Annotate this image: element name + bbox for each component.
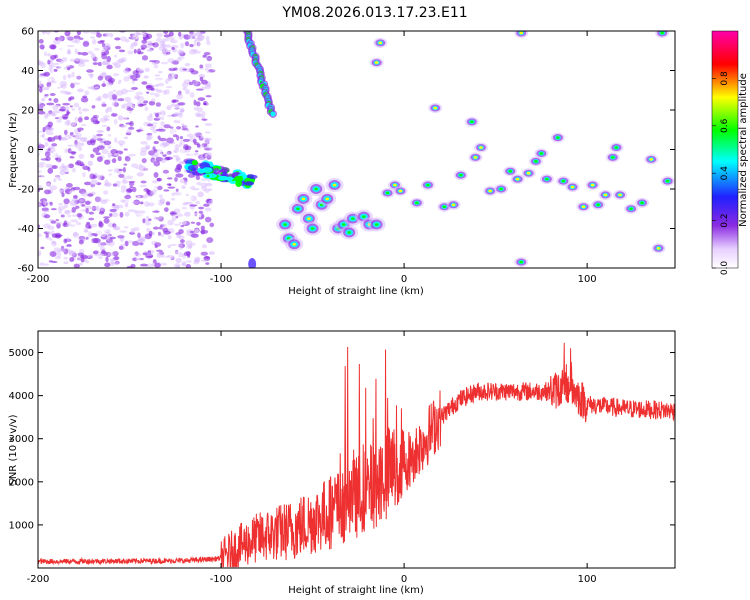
spectrogram-x-tick-label: 100	[578, 274, 597, 285]
spectrogram-x-tick-label: -200	[27, 274, 50, 285]
spectrogram-y-tick-label: 40	[21, 66, 34, 77]
snr-series-line	[38, 342, 675, 568]
spectrogram-y-tick-label: 0	[28, 145, 34, 156]
snr-y-tick-label: 2000	[9, 477, 34, 488]
colorbar-ticks: 0.0 0.2 0.4 0.6 0.8	[712, 71, 730, 275]
snr-x-tick-label: -200	[27, 574, 50, 585]
snr-x-tick-label: 100	[578, 574, 597, 585]
spectrogram-y-tick-label: -20	[18, 185, 34, 196]
figure-title: YM08.2026.013.17.23.E11	[281, 5, 467, 21]
spectrogram-y-tick-label: -60	[18, 264, 34, 275]
colorbar-tick-label: 0.0	[720, 261, 730, 276]
snr-frame	[37, 330, 676, 569]
snr-panel: -200 -100 0 100 1000 2000 3000 4000 5000 Height …	[8, 330, 676, 596]
snr-y-tick-label: 3000	[9, 434, 34, 445]
spectrogram-y-tick-label: 20	[21, 106, 34, 117]
colorbar-tick-label: 0.6	[720, 118, 730, 133]
colorbar-tick-label: 0.8	[720, 71, 730, 86]
spectrogram-x-tick-label: 0	[401, 274, 407, 285]
spectrogram-x-tick-label: -100	[210, 274, 233, 285]
snr-x-tick-label: -100	[210, 574, 233, 585]
colorbar-gradient	[712, 31, 738, 268]
snr-y-label: SNR (10 * v/v)	[8, 414, 19, 485]
spectrogram-y-tick-label: -40	[18, 224, 34, 235]
snr-x-label: Height of straight line (km)	[288, 585, 424, 596]
snr-y-tick-label: 5000	[9, 348, 34, 359]
colorbar: 0.0 0.2 0.4 0.6 0.8 Normalized spectral ampl…	[711, 30, 749, 275]
spectrogram-y-tick-label: 60	[21, 27, 34, 38]
snr-y-tick-label: 1000	[9, 520, 34, 531]
colorbar-frame	[711, 30, 739, 269]
snr-x-tick-label: 0	[401, 574, 407, 585]
spectrogram-heatmap	[38, 31, 675, 268]
colorbar-tick-label: 0.2	[720, 213, 730, 227]
spectrogram-x-label: Height of straight line (km)	[288, 286, 424, 297]
snr-axis-ticks: -200 -100 0 100 1000 2000 3000 4000 5000	[9, 331, 675, 585]
snr-y-tick-label: 4000	[9, 391, 34, 402]
colorbar-tick-label: 0.4	[720, 166, 730, 181]
colorbar-label: Normalized spectral amplitude	[738, 73, 749, 227]
spectrogram-y-label: Frequency (Hz)	[8, 112, 19, 188]
